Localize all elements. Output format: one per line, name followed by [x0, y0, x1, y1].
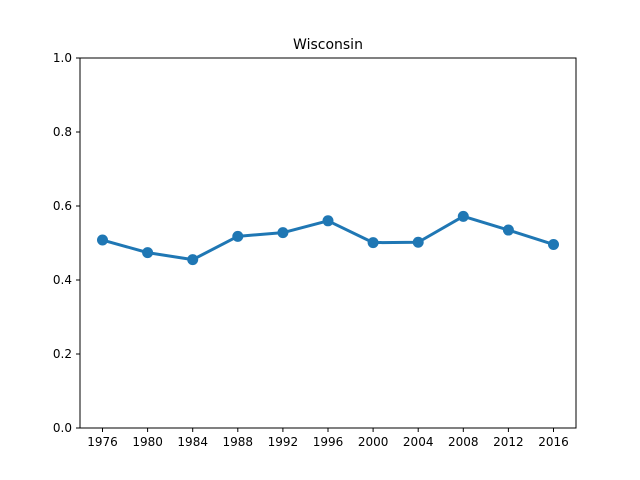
plot-area	[80, 58, 576, 428]
x-tick-label: 2012	[493, 435, 524, 449]
x-tick-label: 1980	[132, 435, 163, 449]
data-point	[322, 215, 334, 227]
data-point	[548, 238, 559, 250]
data-point	[97, 234, 108, 246]
data-point	[412, 236, 424, 248]
data-point	[232, 230, 244, 242]
y-axis: 0.0 0.2 0.4 0.6 0.8 1.0	[53, 51, 80, 435]
data-point	[142, 247, 154, 259]
data-point	[502, 224, 514, 236]
chart-title: Wisconsin	[293, 37, 363, 53]
y-tick-label: 0.4	[53, 273, 72, 287]
data-point	[367, 237, 379, 249]
series-layer	[97, 210, 559, 266]
x-tick-label: 1996	[313, 435, 344, 449]
x-tick-label: 1992	[268, 435, 299, 449]
data-point	[457, 210, 469, 222]
x-tick-label: 1984	[177, 435, 208, 449]
x-axis: 1976 1980 1984 1988 1992 1996 2000 2004 2008 2012…	[87, 428, 569, 449]
y-tick-label: 0.6	[53, 199, 72, 213]
x-tick-label: 2004	[403, 435, 434, 449]
y-tick-label: 0.0	[53, 421, 72, 435]
plot-frame	[79, 57, 577, 429]
x-tick-label: 1976	[87, 435, 118, 449]
x-tick-label: 1988	[223, 435, 254, 449]
y-tick-label: 0.2	[53, 347, 72, 361]
x-tick-label: 2016	[538, 435, 569, 449]
x-tick-label: 2000	[358, 435, 389, 449]
y-tick-label: 0.8	[53, 125, 72, 139]
y-tick-label: 1.0	[53, 51, 72, 65]
data-point	[187, 254, 199, 266]
data-point	[277, 227, 289, 239]
x-tick-label: 2008	[448, 435, 479, 449]
